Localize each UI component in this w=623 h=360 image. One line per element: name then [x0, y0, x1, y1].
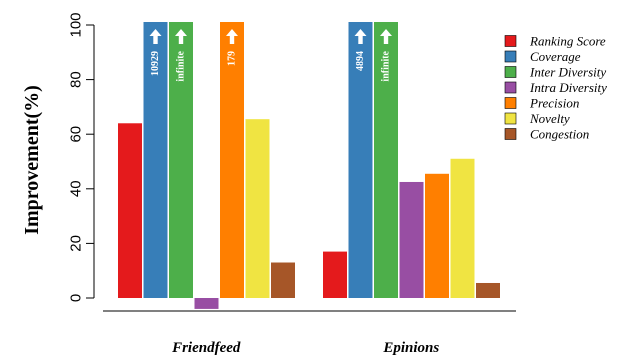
legend-label: Ranking Score [529, 34, 606, 49]
legend-label: Precision [529, 96, 579, 111]
bar [399, 181, 424, 298]
legend-item: Coverage [504, 49, 581, 64]
y-axis-title: Improvement(%) [21, 85, 43, 235]
legend-item: Congestion [504, 127, 589, 142]
legend-swatch [504, 128, 517, 140]
bar [450, 158, 475, 298]
bar [194, 298, 219, 309]
category-labels: Friendfeed Epinions [171, 340, 439, 356]
bar [476, 282, 500, 298]
category-label: Epinions [382, 340, 439, 356]
legend-swatch [504, 112, 517, 125]
bar [323, 251, 347, 298]
bar [143, 22, 168, 298]
y-tick-label: 20 [68, 235, 85, 252]
bar [220, 22, 244, 298]
legend-swatch [504, 81, 517, 94]
up-arrow-icon [380, 29, 392, 44]
y-tick-label: 100 [68, 12, 85, 37]
y-tick-label: 60 [68, 126, 85, 143]
bar [425, 173, 449, 298]
bar-value-label: infinite [381, 50, 392, 81]
y-tick-label: 40 [68, 180, 85, 197]
up-arrow-icon [354, 29, 367, 44]
up-arrow-icon [226, 29, 238, 44]
up-arrow-icon [175, 29, 187, 44]
legend-item: Precision [504, 96, 579, 111]
legend-label: Inter Diversity [529, 65, 606, 80]
bar [374, 22, 398, 298]
legend-item: Inter Diversity [504, 65, 606, 80]
legend-swatch [504, 97, 517, 109]
legend-label: Coverage [530, 49, 581, 64]
legend-item: Ranking Score [504, 34, 606, 49]
bar [271, 262, 295, 298]
up-arrow-icon [149, 29, 162, 44]
legend-label: Novelty [529, 111, 570, 126]
bar [348, 22, 373, 298]
y-axis: 0 20 40 60 80 100 [68, 12, 95, 302]
bar-value-label: 179 [227, 51, 238, 66]
bar [245, 119, 270, 298]
bar-value-label: 10929 [150, 51, 161, 76]
bar-value-label: infinite [176, 50, 187, 81]
bar-value-label: 4894 [355, 51, 366, 71]
bar [118, 123, 142, 298]
legend-label: Congestion [530, 127, 589, 142]
legend-item: Novelty [504, 111, 570, 126]
y-tick-label: 80 [68, 71, 85, 88]
y-tick-label: 0 [68, 294, 85, 302]
legend-swatch [504, 50, 517, 63]
legend-swatch [504, 35, 517, 47]
legend-item: Intra Diversity [504, 80, 607, 95]
legend-label: Intra Diversity [529, 80, 607, 95]
category-label: Friendfeed [171, 340, 241, 356]
bar [169, 22, 193, 298]
bars: 10929 infinite 179 4894 infinite [118, 22, 500, 309]
legend-swatch [504, 66, 517, 78]
